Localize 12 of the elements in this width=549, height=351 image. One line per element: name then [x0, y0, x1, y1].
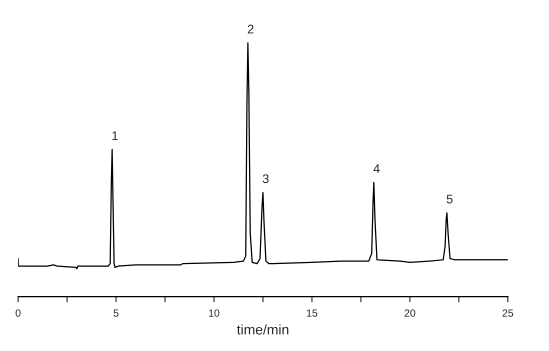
x-tick-label: 10: [209, 309, 220, 317]
annotation: 2: [248, 24, 254, 34]
x-tick-label: 5: [114, 309, 119, 317]
x-tick-label: 20: [404, 309, 416, 317]
annotation: 4: [373, 164, 380, 173]
annotation: 5: [446, 194, 453, 204]
x-tick-label: 0: [16, 309, 21, 317]
x-axis-title: time/min: [236, 324, 288, 335]
x-tick-label: 25: [502, 309, 514, 317]
annotation: 1: [112, 131, 118, 140]
annotation: 3: [262, 174, 269, 184]
x-tick-label: 15: [306, 309, 318, 317]
